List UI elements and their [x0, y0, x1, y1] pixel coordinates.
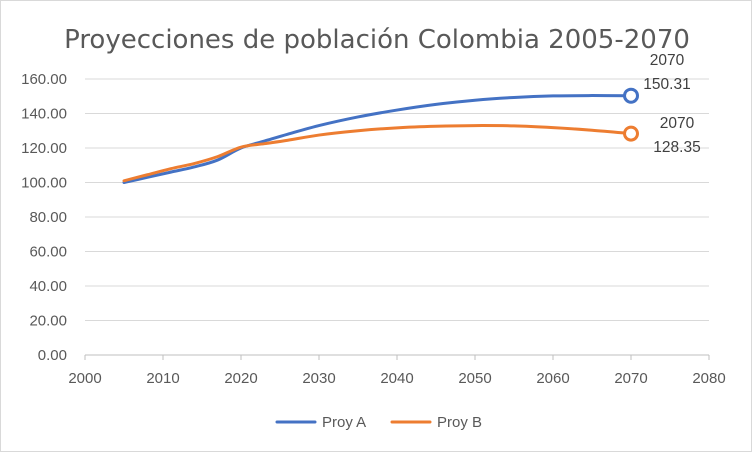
y-tick-label: 140.00	[21, 106, 67, 123]
legend-label-proy-b: Proy B	[437, 414, 482, 431]
y-axis-tick-labels: 0.00 20.00 40.00 60.00 80.00 100.00 120.00 140.…	[21, 71, 67, 364]
x-tick-label: 2060	[536, 370, 569, 387]
data-label-y-proy-b: 128.35	[653, 139, 700, 156]
x-tick-label: 2040	[380, 370, 413, 387]
data-label-x-proy-b: 2070	[660, 115, 695, 132]
x-tick-label: 2050	[458, 370, 491, 387]
y-tick-label: 40.00	[29, 278, 67, 295]
data-labels: 2070 150.31 2070 128.35	[643, 52, 700, 156]
series-line-proy-a	[122, 94, 633, 184]
series-layer	[122, 87, 639, 184]
end-marker-proy-b	[623, 125, 639, 142]
data-label-y-proy-a: 150.31	[643, 76, 690, 93]
grid-layer	[84, 78, 710, 360]
x-tick-label: 2080	[692, 370, 725, 387]
y-tick-label: 160.00	[21, 71, 67, 88]
y-tick-label: 80.00	[29, 209, 67, 226]
legend: Proy A Proy B	[275, 414, 482, 431]
x-tick-label: 2010	[146, 370, 179, 387]
legend-label-proy-a: Proy A	[322, 414, 366, 431]
x-tick-label: 2020	[224, 370, 257, 387]
x-tick-label: 2000	[68, 370, 101, 387]
x-tick-label: 2070	[614, 370, 647, 387]
y-tick-label: 60.00	[29, 244, 67, 261]
y-tick-label: 20.00	[29, 313, 67, 330]
y-tick-label: 0.00	[38, 347, 67, 364]
series-line-proy-b	[122, 124, 633, 183]
chart-title: Proyecciones de población Colombia 2005-…	[64, 25, 690, 55]
y-tick-label: 100.00	[21, 175, 67, 192]
data-label-x-proy-a: 2070	[650, 52, 685, 69]
x-axis-tick-labels: 2000 2010 2020 2030 2040 2050 2060 2070 2080	[68, 370, 725, 387]
x-tick-label: 2030	[302, 370, 335, 387]
y-tick-label: 120.00	[21, 140, 67, 157]
end-marker-proy-a	[623, 87, 639, 104]
